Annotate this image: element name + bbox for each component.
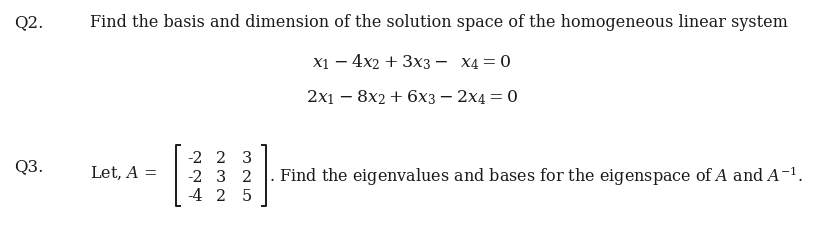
Text: 5: 5 (242, 188, 252, 205)
Text: 2: 2 (242, 169, 252, 186)
Text: Let, $A$ =: Let, $A$ = (90, 165, 158, 182)
Text: 3: 3 (216, 169, 226, 186)
Text: Q3.: Q3. (14, 158, 44, 175)
Text: 2: 2 (216, 188, 226, 205)
Text: -4: -4 (187, 188, 203, 205)
Text: -2: -2 (187, 169, 203, 186)
Text: Find the basis and dimension of the solution space of the homogeneous linear sys: Find the basis and dimension of the solu… (90, 14, 788, 31)
Text: 2: 2 (216, 150, 226, 167)
Text: $2x_1 - 8x_2 + 6x_3 - 2x_4 = 0$: $2x_1 - 8x_2 + 6x_3 - 2x_4 = 0$ (306, 88, 518, 107)
Text: . Find the eigenvalues and bases for the eigenspace of $A$ and $A^{-1}$.: . Find the eigenvalues and bases for the… (269, 165, 803, 188)
Text: -2: -2 (187, 150, 203, 167)
Text: 3: 3 (242, 150, 252, 167)
Text: $x_1 - 4x_2 + 3x_3 -\;\; x_4 = 0$: $x_1 - 4x_2 + 3x_3 -\;\; x_4 = 0$ (312, 52, 512, 72)
Text: Q2.: Q2. (14, 14, 44, 31)
